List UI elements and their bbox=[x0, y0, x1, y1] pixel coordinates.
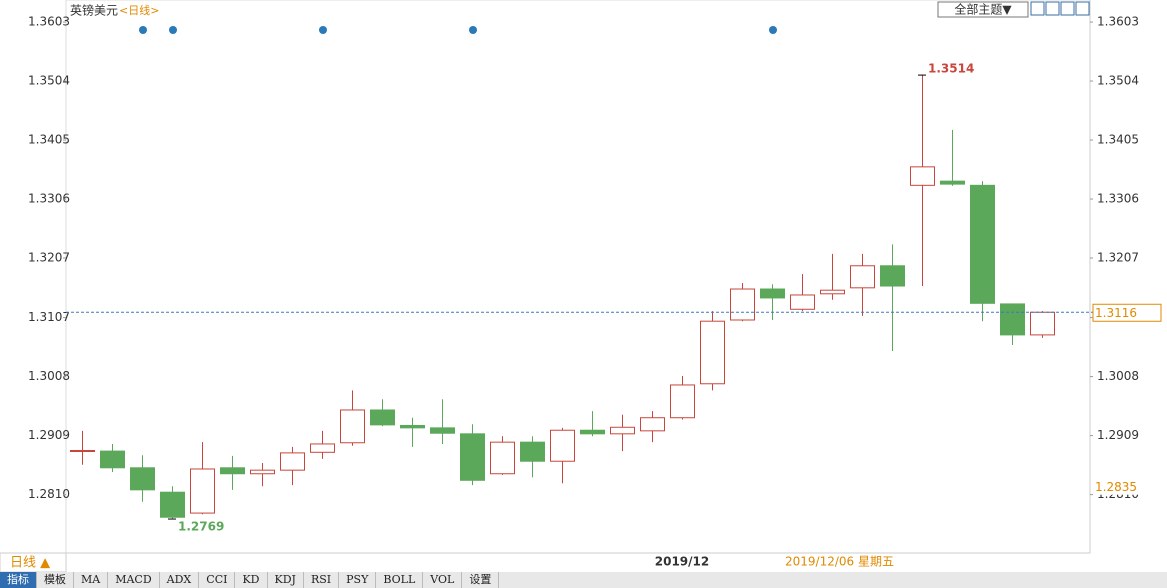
indicator-tab[interactable]: ADX bbox=[160, 572, 200, 588]
indicator-tab[interactable]: VOL bbox=[423, 572, 463, 588]
candle-body bbox=[340, 409, 365, 444]
y2-tick-label: 1.3008 bbox=[1097, 369, 1139, 383]
y2-tick-label: 1.3405 bbox=[1097, 133, 1139, 147]
y2-tick-label: 1.2909 bbox=[1097, 428, 1139, 442]
candle-body bbox=[310, 443, 335, 453]
candle-body bbox=[580, 429, 605, 435]
candle-body bbox=[190, 468, 215, 514]
theme-button-label[interactable]: 全部主题▼ bbox=[954, 2, 1012, 17]
candle-body bbox=[940, 180, 965, 185]
cursor-date: 2019/12/06 星期五 bbox=[785, 555, 894, 569]
candle-body bbox=[550, 429, 575, 462]
marker-price-box bbox=[1093, 480, 1143, 495]
event-markers[interactable] bbox=[139, 26, 777, 34]
indicator-tab[interactable]: 模板 bbox=[37, 572, 74, 588]
y-tick-label: 1.3504 bbox=[28, 74, 70, 88]
indicator-tab[interactable]: CCI bbox=[199, 572, 236, 588]
candle-body bbox=[760, 288, 785, 299]
candle-body bbox=[700, 320, 725, 385]
theme-button[interactable] bbox=[937, 1, 1029, 18]
y-tick-label: 1.3107 bbox=[28, 310, 70, 324]
indicator-tab[interactable]: 设置 bbox=[462, 572, 500, 588]
y-tick-label: 1.2810 bbox=[28, 487, 70, 501]
candle-body bbox=[520, 441, 545, 462]
candle-body bbox=[820, 289, 845, 295]
indicator-tab[interactable]: KDJ bbox=[268, 572, 304, 588]
marker-price-label: 1.2835 bbox=[1095, 480, 1137, 494]
indicator-tab[interactable]: PSY bbox=[339, 572, 377, 588]
low-label: 1.2769 bbox=[178, 520, 224, 534]
y-tick-label: 1.3306 bbox=[28, 192, 70, 206]
y-tick-label: 1.2909 bbox=[28, 428, 70, 442]
last-price-box bbox=[1092, 303, 1162, 322]
candle-body bbox=[280, 452, 305, 471]
candle-body bbox=[730, 288, 755, 321]
candle-body bbox=[790, 294, 815, 310]
candle-body bbox=[970, 184, 995, 304]
y-tick-label: 1.3405 bbox=[28, 133, 70, 147]
candle-body bbox=[850, 265, 875, 289]
candle-body bbox=[910, 166, 935, 186]
x-tick-label: 2019/12 bbox=[655, 555, 709, 569]
candle-body bbox=[640, 417, 665, 432]
candle-body bbox=[880, 265, 905, 287]
candle-body bbox=[490, 441, 515, 475]
toolbar-icons[interactable] bbox=[1030, 1, 1090, 16]
y-tick-label: 1.3603 bbox=[28, 15, 70, 29]
period-tab[interactable] bbox=[0, 552, 67, 572]
candle-body bbox=[430, 427, 455, 434]
chart: 英镑美元 <日线> 全部主题▼ 日线 ▲ 2019/12/06 星期五 1.28… bbox=[0, 0, 1162, 572]
candle-body bbox=[250, 469, 275, 475]
candle-body bbox=[1030, 311, 1055, 336]
candle-body bbox=[670, 384, 695, 419]
y2-tick-label: 1.3207 bbox=[1097, 251, 1139, 265]
candle-body bbox=[160, 491, 185, 518]
y2-tick-label: 1.3603 bbox=[1097, 15, 1139, 29]
candle-body bbox=[130, 467, 155, 491]
indicator-tab[interactable]: 指标 bbox=[0, 572, 37, 588]
candle-body bbox=[610, 426, 635, 435]
y2-tick-label: 1.3306 bbox=[1097, 192, 1139, 206]
period[interactable]: <日线> bbox=[119, 3, 159, 17]
period-tab-label[interactable]: 日线 ▲ bbox=[10, 556, 50, 571]
plot-frame bbox=[65, 0, 1091, 554]
candle-body bbox=[220, 467, 245, 475]
candle-body bbox=[370, 409, 395, 426]
y-tick-label: 1.3207 bbox=[28, 251, 70, 265]
indicator-tab[interactable]: MACD bbox=[108, 572, 160, 588]
candle-body bbox=[100, 450, 125, 469]
symbol: 英镑美元 bbox=[70, 3, 118, 18]
indicator-tabs: 指标 模板 MA MACD ADX CCI KD KDJ RSI PSY BOLL VOL 设置 bbox=[0, 572, 1167, 588]
indicator-tab[interactable]: RSI bbox=[304, 572, 340, 588]
candle-body bbox=[1000, 303, 1025, 336]
y2-tick-label: 1.3504 bbox=[1097, 74, 1139, 88]
candle-body bbox=[400, 424, 425, 429]
candle-body bbox=[70, 450, 95, 453]
indicator-tab[interactable]: MA bbox=[74, 572, 109, 588]
y-tick-label: 1.3008 bbox=[28, 369, 70, 383]
candle-body bbox=[460, 433, 485, 481]
high-label: 1.3514 bbox=[928, 62, 974, 76]
indicator-tab[interactable]: BOLL bbox=[376, 572, 424, 588]
indicator-tab[interactable]: KD bbox=[235, 572, 268, 588]
last-price-label: 1.3116 bbox=[1095, 306, 1137, 320]
